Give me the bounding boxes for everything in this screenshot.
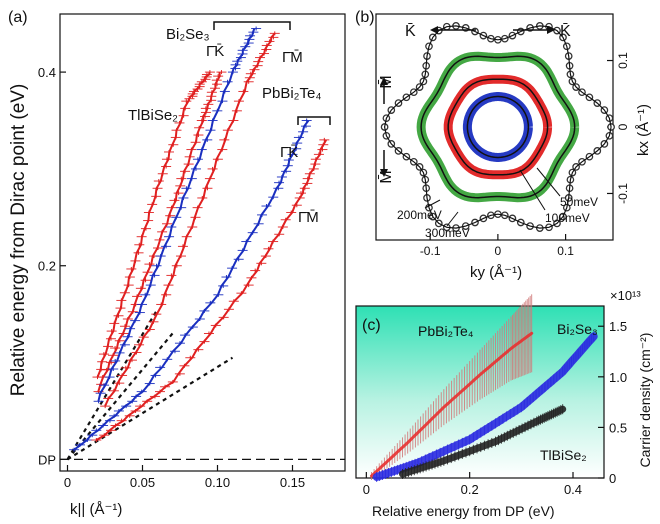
panel-b-tag: (b) [355,9,375,26]
b-xtick-label: 0 [495,244,502,258]
c-series-2 [399,404,567,479]
panel-a-ticks: 0 0.05 0.10 0.15 DP 0.2 0.4 [38,65,305,490]
contour-label-100mev: 100meV [545,211,590,225]
arrowhead-up-icon [380,77,388,85]
panel-a-ylabel: Relative energy from Dirac point (eV) [8,84,29,397]
dirac-fit-lines [66,308,234,461]
c-ytick-label: 1.0 [609,370,627,385]
leader-50mev [536,167,561,197]
arrowhead-down-icon [380,169,388,177]
fermi-contours [380,22,615,232]
a-series-curve [93,26,262,404]
a-series-line [96,71,211,378]
contour-line [466,95,530,159]
panel-a: (a) 0 0.05 0.10 0.15 DP 0.2 0.4 TlBiSe₂ Bi₂Se₃… [8,9,346,518]
leader-100mev [519,169,546,211]
c-ytick-label: 0.5 [609,420,627,435]
contour-100meV [443,74,553,180]
panel-b: (b) -0.100.10.10-0.1 K̄ K̄ M̄ M̄ 50meV 1… [355,9,652,281]
k-label-left: K̄ [405,23,416,40]
k-label-right: K̄ [560,23,571,40]
a-ytick-label: 0.4 [38,65,56,80]
panel-c-multiplier: ×10¹³ [610,288,641,303]
c-xtick-label: 0 [363,482,370,497]
b-ytick-label: 0.1 [616,52,630,69]
panel-a-xlabel: k|| (Å⁻¹) [70,501,122,518]
panel-c-xlabel: Relative energy from DP (eV) [372,503,555,519]
bracket-bi2se3 [213,21,291,30]
a-ytick-label: DP [38,452,56,467]
label-bi2se3-gk: Γ̄K̄ [206,43,224,60]
c-label-tlbise2: TlBiSe₂ [540,447,587,463]
panel-b-ticks: -0.1 0 0.1 0.1 0 -0.1 [420,52,630,258]
a-series-line [97,28,256,402]
a-series-curve [93,70,227,394]
panel-b-xlabel: ky (Å⁻¹) [470,264,522,281]
c-ytick-label: 0 [609,471,616,486]
dirac-fit-line [66,356,234,461]
c-label-bi2se3: Bi₂Se₃ [557,321,598,337]
a-ytick-label: 0.2 [38,259,56,274]
c-series-line [399,405,567,478]
a-series-line [104,32,276,407]
label-pbbi2te4-gm: Γ̄M̄ [298,209,319,226]
panel-c-tag: (c) [362,317,381,334]
a-xtick-label: 0.05 [130,475,155,490]
label-bi2se3: Bi₂Se₃ [166,26,210,43]
label-pbbi2te4-gk: Γ̄K̄ [280,144,298,161]
contour-line [447,78,549,176]
b-ytick-label: -0.1 [616,183,630,204]
arrowhead-left-icon [430,26,438,34]
contour-line [420,55,576,199]
label-bi2se3-gm: Γ̄M̄ [282,49,303,66]
panel-c-ylabel: Carrier density (cm⁻²) [637,333,653,468]
arrowhead-right-icon [547,26,555,34]
dirac-fit-line [66,332,174,461]
c-series-line [370,331,534,478]
contour-label-300mev: 300meV [425,226,470,240]
contour-300meV [380,22,615,232]
b-xtick-label: 0.1 [557,244,574,258]
c-ytick-label: 1.5 [609,319,627,334]
a-series-curve [100,31,280,409]
panel-c-ticks: 0 0.2 0.4 0 0.5 1.0 1.5 [363,319,627,497]
contour-50meV [462,92,533,162]
label-tlbise2: TlBiSe₂ [128,107,178,124]
a-xtick-label: 0 [64,475,71,490]
contour-label-200mev: 200meV [397,208,442,222]
panel-a-tag: (a) [8,9,28,26]
b-ytick-label: 0 [616,123,630,130]
panel-c: (c) 0 0.2 0.4 0 0.5 1.0 1.5 PbBi₂Te₄ Bi₂Se₃ Tl… [355,288,653,519]
c-series-line [372,332,598,481]
bracket-pbbi2te4 [297,116,331,125]
label-pbbi2te4: PbBi₂Te₄ [262,85,321,102]
a-series-line [97,72,221,392]
leader-300mev [446,211,459,227]
panel-c-series [370,294,598,482]
c-series-1 [372,331,598,482]
panel-a-series [69,26,330,452]
a-series-curve [69,118,312,452]
leader-200mev [424,199,441,209]
c-xtick-label: 0.2 [461,482,479,497]
b-xtick-label: -0.1 [420,244,441,258]
contour-line [383,25,612,229]
panel-a-frame [59,13,346,472]
a-series-line [95,139,328,441]
contour-label-50mev: 50meV [560,195,598,209]
c-xtick-label: 0.4 [564,482,582,497]
a-xtick-label: 0.10 [205,475,230,490]
a-xtick-label: 0.15 [280,475,305,490]
c-series-0 [370,294,534,480]
m-label-bottom: M̄ [378,170,395,183]
dirac-fit-line [66,308,159,460]
contour-200meV [416,51,580,203]
c-label-pbbi2te4: PbBi₂Te₄ [418,323,474,339]
a-series-line [73,119,310,451]
a-series-curve [91,137,330,443]
panel-b-ylabel: kx (Å⁻¹) [635,104,652,156]
a-series-curve [92,70,215,380]
